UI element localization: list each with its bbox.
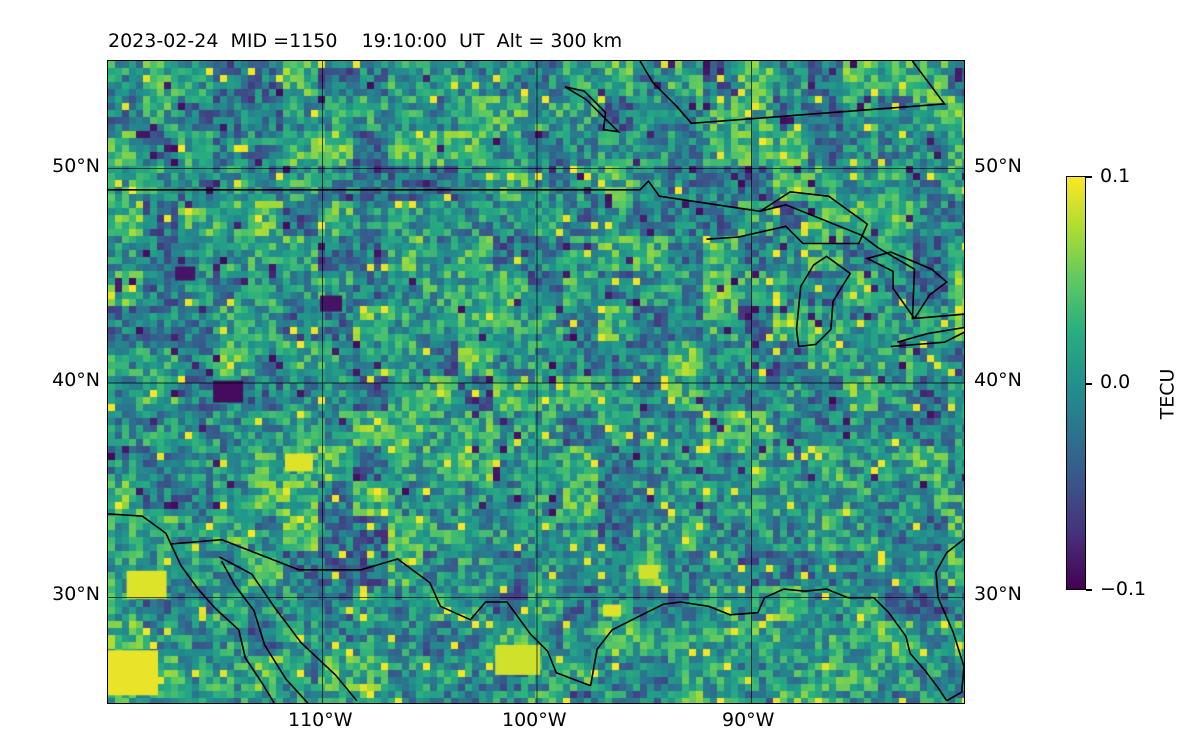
tec-map <box>107 60 965 704</box>
lat-label-40-left: 40°N <box>52 369 100 391</box>
gulf-coast <box>589 588 948 702</box>
lat-label-40-right: 40°N <box>974 369 1022 391</box>
colorbar-tick-bottom <box>1086 589 1092 591</box>
lon-label-110w: 110°W <box>288 709 353 731</box>
lake-winnipeg <box>564 86 621 133</box>
lake-erie <box>890 326 964 348</box>
mexico-west-coast <box>219 556 358 702</box>
lake-michigan <box>795 255 852 348</box>
colorbar-tick-top <box>1086 176 1092 178</box>
lon-label-100w: 100°W <box>502 709 567 731</box>
us-mexico-border <box>170 538 591 687</box>
lat-label-30-right: 30°N <box>974 583 1022 605</box>
lat-label-50-right: 50°N <box>974 155 1022 177</box>
atlantic-coast <box>935 538 964 702</box>
map-overlay <box>108 61 964 703</box>
gridlines <box>108 61 964 703</box>
colorbar-label-max: 0.1 <box>1100 165 1131 187</box>
gulf-of-california <box>220 560 309 703</box>
lake-huron <box>865 251 948 320</box>
map-title: 2023-02-24 MID =1150 19:10:00 UT Alt = 3… <box>108 30 623 52</box>
colorbar-label-min: −0.1 <box>1100 578 1147 600</box>
lat-label-30-left: 30°N <box>52 583 100 605</box>
us-canada-border <box>108 179 964 320</box>
colorbar <box>1066 176 1086 590</box>
lon-label-90w: 90°W <box>722 709 775 731</box>
lat-label-50-left: 50°N <box>52 155 100 177</box>
lake-superior <box>706 191 869 245</box>
baja-coast <box>108 513 276 703</box>
colorbar-title: TECU <box>1156 368 1179 420</box>
hudson-bay <box>639 61 947 125</box>
colorbar-tick-mid <box>1086 383 1092 385</box>
country-borders <box>108 61 964 703</box>
colorbar-label-zero: 0.0 <box>1100 371 1131 393</box>
